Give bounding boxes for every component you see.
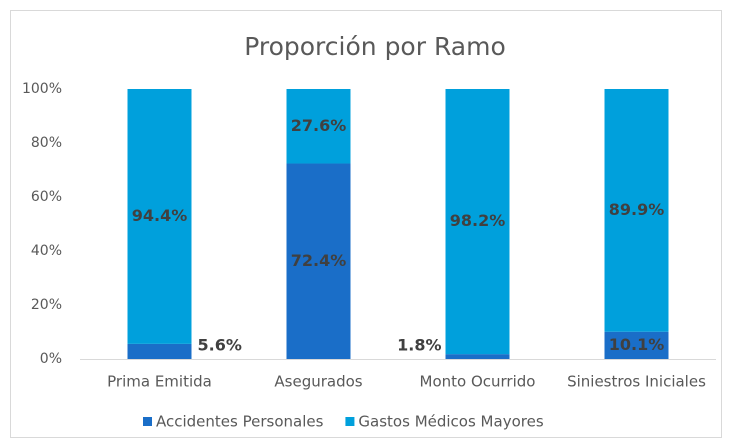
legend-label: Gastos Médicos Mayores xyxy=(358,413,543,431)
bar-segment xyxy=(286,89,351,164)
legend-swatch xyxy=(345,417,355,426)
bar-segment xyxy=(127,89,192,344)
bar-segment xyxy=(604,331,669,359)
y-tick-label: 100% xyxy=(22,81,62,97)
value-label: 1.8% xyxy=(397,336,441,355)
bar-segment xyxy=(445,354,510,359)
value-label: 27.6% xyxy=(291,116,347,135)
y-tick-label: 0% xyxy=(40,351,62,367)
value-label: 94.4% xyxy=(132,206,188,225)
x-tick-label: Prima Emitida xyxy=(107,373,212,391)
y-tick-label: 60% xyxy=(31,189,62,205)
y-tick-label: 20% xyxy=(31,297,62,313)
y-tick-label: 40% xyxy=(31,243,62,259)
value-label: 98.2% xyxy=(450,211,506,230)
legend-label: Accidentes Personales xyxy=(156,413,324,431)
value-label: 72.4% xyxy=(291,251,347,270)
bar-segment xyxy=(286,163,351,359)
bar-segment xyxy=(127,343,192,359)
x-tick-label: Siniestros Iniciales xyxy=(567,373,706,391)
legend-swatch xyxy=(143,417,152,426)
value-label: 89.9% xyxy=(609,200,665,219)
x-tick-label: Asegurados xyxy=(274,373,362,391)
bar-segment xyxy=(604,89,669,332)
chart-title: Proporción por Ramo xyxy=(244,32,506,61)
x-tick-label: Monto Ocurrido xyxy=(420,373,536,391)
bar-segment xyxy=(445,89,510,355)
value-label: 5.6% xyxy=(198,336,242,355)
y-tick-label: 80% xyxy=(31,135,62,151)
value-label: 10.1% xyxy=(609,335,665,354)
